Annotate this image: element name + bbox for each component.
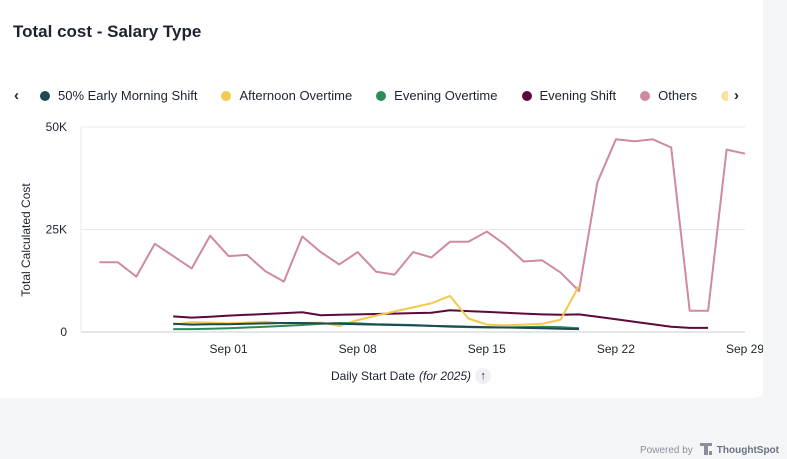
series-line-evening-shift (173, 309, 709, 329)
legend-label: Evening Shift (539, 88, 617, 103)
legend-dot-icon (376, 91, 387, 101)
line-chart: 0 25K 50K Sep 01 Sep 08 Sep 15 Sep 22 Sep 29 T… (19, 120, 763, 356)
sort-arrow-icon[interactable]: ↑ (475, 368, 492, 384)
x-tick-label: Sep 15 (468, 342, 506, 356)
legend-dot-icon (521, 91, 532, 101)
legend-label: Others (658, 88, 698, 103)
powered-by: Powered by ThoughtSpot (640, 442, 779, 459)
series-line-50-early-morning-shift (173, 322, 580, 331)
powered-by-text: Powered by (639, 445, 693, 456)
legend: ‹ 50% Early Morning Shift Afternoon Overt… (0, 86, 763, 108)
chart-title: Total cost - Salary Type (13, 22, 202, 41)
thoughtspot-logo-icon (699, 442, 713, 459)
x-tick-label: Sep 29 (726, 342, 763, 356)
x-tick-label: Sep 01 (210, 342, 248, 356)
legend-item[interactable]: Others (640, 86, 697, 106)
y-tick-label: 0 (60, 325, 67, 339)
legend-dot-icon (221, 91, 232, 101)
y-tick-label: 25K (46, 223, 67, 237)
x-tick-label: Sep 22 (597, 342, 635, 356)
x-axis-title-text: Daily Start Date (331, 369, 416, 383)
legend-label: 50% Early Morning Shift (58, 88, 198, 103)
legend-dot-icon (721, 91, 728, 101)
chart-card: Total cost - Salary Type ‹ 50% Early Mor… (0, 0, 763, 398)
series-line-afternoon-overtime (173, 285, 580, 327)
series-line-others (99, 138, 746, 312)
y-tick-label: 50K (46, 120, 67, 134)
legend-item[interactable]: Evening Shift (521, 86, 617, 106)
series-lines (99, 138, 746, 331)
legend-item[interactable]: 50% Early Morning Shift (40, 86, 197, 106)
legend-label: Afternoon Overtime (239, 88, 353, 103)
grid-lines (80, 126, 745, 333)
y-tick-labels: 0 25K 50K (46, 120, 68, 339)
legend-dot-icon (640, 91, 651, 101)
legend-next-icon[interactable]: › (734, 87, 739, 104)
x-axis-subtitle: (for 2025) (419, 369, 472, 383)
x-axis-title[interactable]: Daily Start Date (for 2025) ↑ (331, 368, 492, 384)
legend-items: 50% Early Morning Shift Afternoon Overtim… (40, 86, 728, 108)
thoughtspot-brand: ThoughtSpot (716, 445, 779, 456)
legend-prev-icon[interactable]: ‹ (14, 87, 19, 104)
y-axis-title: Total Calculated Cost (19, 183, 33, 297)
x-tick-label: Sep 08 (339, 342, 377, 356)
legend-item[interactable]: Evening Overtime (376, 86, 498, 106)
legend-label: Evening Overtime (394, 88, 498, 103)
x-tick-labels: Sep 01 Sep 08 Sep 15 Sep 22 Sep 29 (210, 342, 763, 356)
legend-dot-icon (40, 91, 50, 101)
legend-item[interactable]: Afternoon Overtime (221, 86, 352, 106)
legend-item[interactable] (721, 91, 728, 101)
